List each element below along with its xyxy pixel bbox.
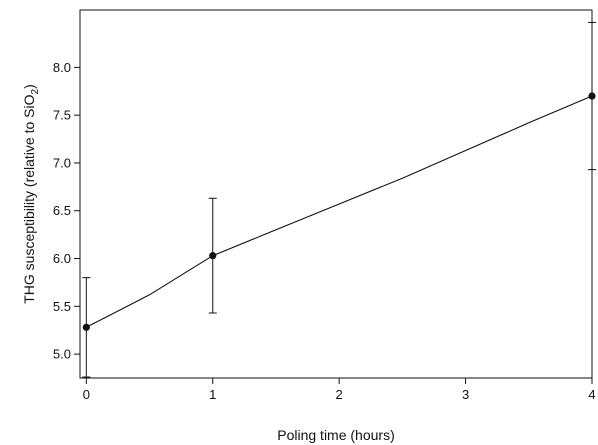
series-line-0 [86, 95, 593, 328]
data-point-2 [588, 92, 596, 100]
x-tick-label-4: 4 [588, 387, 595, 402]
y-axis-title-close: ) [21, 84, 37, 89]
x-axis-title: Poling time (hours) [277, 427, 395, 443]
y-tick-label-2: 6.0 [53, 251, 71, 266]
x-tick-label-0: 0 [83, 387, 90, 402]
ticks: 0 1 2 3 4 5.0 5.5 6.0 6.5 7.0 7.5 8.0 [53, 60, 596, 402]
y-tick-label-5: 7.5 [53, 108, 71, 123]
y-axis-title: THG susceptibility (relative to SiO2) [21, 84, 41, 304]
y-tick-label-6: 8.0 [53, 60, 71, 75]
x-tick-label-2: 2 [336, 387, 343, 402]
marks [82, 21, 596, 378]
y-axis-title-main: THG susceptibility (relative to SiO [21, 94, 37, 303]
plot-frame [79, 9, 593, 379]
y-tick-label-1: 5.5 [53, 299, 71, 314]
x-tick-label-1: 1 [209, 387, 216, 402]
x-tick-label-3: 3 [462, 387, 469, 402]
y-axis-title-subscript: 2 [30, 88, 41, 94]
data-point-1 [209, 252, 217, 260]
y-tick-label-3: 6.5 [53, 203, 71, 218]
y-tick-label-4: 7.0 [53, 155, 71, 170]
y-tick-label-0: 5.0 [53, 347, 71, 362]
data-point-0 [82, 323, 90, 331]
